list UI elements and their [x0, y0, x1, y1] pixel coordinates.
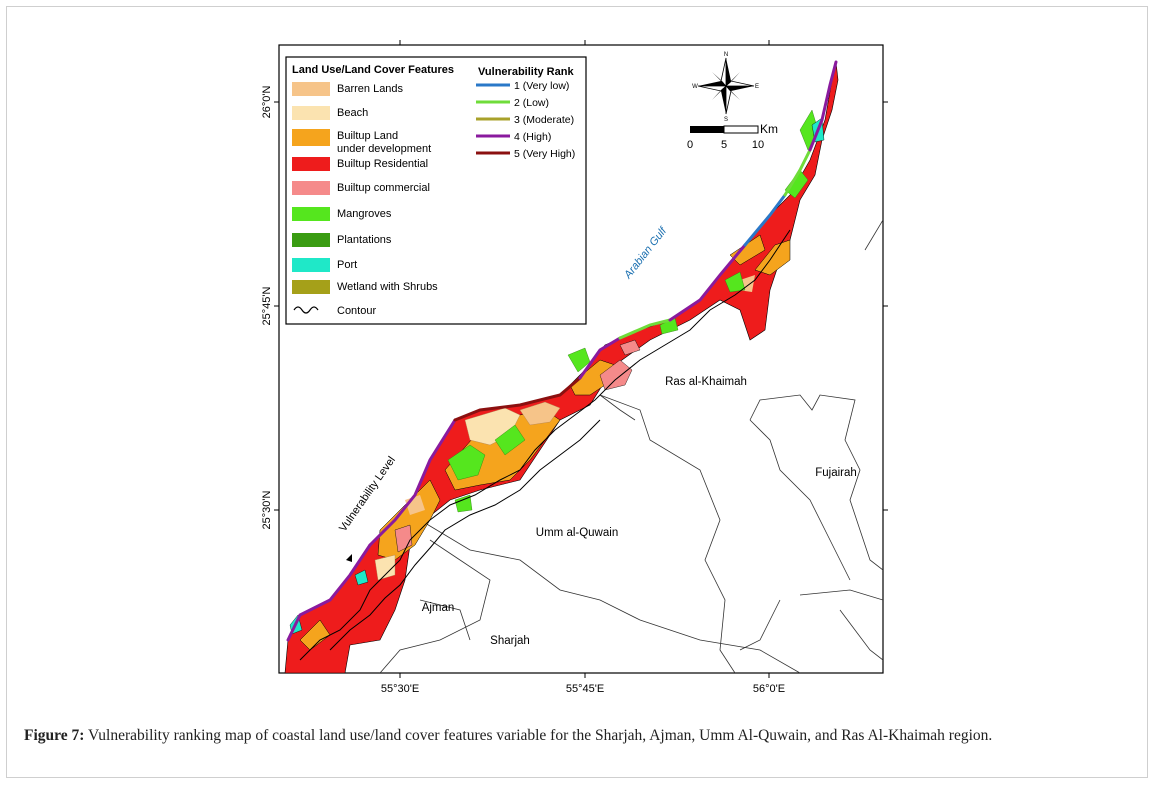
sharjah-label: Sharjah	[490, 635, 530, 647]
coastline-vulnerability	[286, 60, 838, 642]
legend-item-label: Builtup Residential	[337, 158, 428, 170]
lon-label-3: 56°0'E	[753, 683, 785, 695]
legend-item-label: Builtup Land	[337, 130, 398, 142]
rank-item-label: 3 (Moderate)	[514, 114, 574, 126]
fujairah-label: Fujairah	[815, 467, 857, 479]
lat-label-3: 25°30'N	[261, 490, 273, 529]
builtup-commercial	[394, 339, 641, 553]
figure-caption: Figure 7: Vulnerability ranking map of c…	[24, 726, 1124, 746]
legend-swatch-contour-icon	[293, 306, 319, 314]
legend-item-label: Port	[337, 259, 357, 271]
legend-swatch	[292, 207, 330, 221]
scale-bar: Km 0 5 10	[687, 122, 778, 151]
legend-item-label: Barren Lands	[337, 83, 404, 95]
legend-item-label: Builtup commercial	[337, 182, 430, 194]
emirate-boundaries	[379, 219, 883, 673]
rank-legend-title: Vulnerability Rank	[478, 66, 574, 78]
lat-label-1: 26°0'N	[261, 86, 273, 119]
legend-item-label: Contour	[337, 305, 376, 317]
legend-swatch	[292, 129, 330, 146]
rank-item-label: 5 (Very High)	[514, 148, 575, 160]
legend-item-label: Wetland with Shrubs	[337, 281, 438, 293]
lulc-legend-title: Land Use/Land Cover Features	[292, 64, 454, 76]
rank-item-label: 4 (High)	[514, 131, 551, 143]
legend-item-label: Plantations	[337, 234, 392, 246]
north-arrow-icon	[697, 57, 755, 115]
graticule-ticks	[274, 40, 888, 678]
umm-al-quwain-label: Umm al-Quwain	[536, 527, 618, 539]
lat-label-2: 25°45'N	[261, 286, 273, 325]
lon-label-1: 55°30'E	[381, 683, 419, 695]
legend-swatch	[292, 106, 330, 120]
legend-swatch	[292, 233, 330, 247]
rank-item-label: 1 (Very low)	[514, 80, 569, 92]
scale-tick-0: 0	[687, 139, 693, 151]
legend-item-label: Beach	[337, 107, 368, 119]
mangroves	[447, 109, 819, 513]
lon-label-2: 55°45'E	[566, 683, 604, 695]
legend-item-label: Mangroves	[337, 208, 392, 220]
west-letter: W	[692, 84, 698, 90]
legend-swatch	[292, 157, 330, 171]
figure-label: Figure 7:	[24, 727, 85, 744]
rank-item-label: 2 (Low)	[514, 97, 549, 109]
caption-text: Vulnerability ranking map of coastal lan…	[84, 727, 993, 744]
north-letter: N	[724, 52, 728, 58]
scale-tick-5: 5	[721, 139, 727, 151]
legend-swatch	[292, 280, 330, 294]
scale-unit: Km	[760, 122, 778, 136]
ajman-label: Ajman	[422, 602, 455, 614]
south-letter: S	[724, 117, 728, 123]
contour-lines	[299, 229, 791, 661]
map-legend: Land Use/Land Cover Features Vulnerabili…	[285, 56, 587, 325]
ras-al-khaimah-label: Ras al-Khaimah	[665, 376, 747, 388]
legend-swatch	[292, 82, 330, 96]
scale-tick-10: 10	[752, 139, 764, 151]
figure-frame	[6, 6, 1148, 778]
legend-swatch	[292, 181, 330, 195]
east-letter: E	[755, 84, 759, 90]
legend-item-label-line2: under development	[337, 143, 431, 155]
annotation-arrow-icon	[346, 554, 352, 562]
legend-swatch	[292, 258, 330, 272]
